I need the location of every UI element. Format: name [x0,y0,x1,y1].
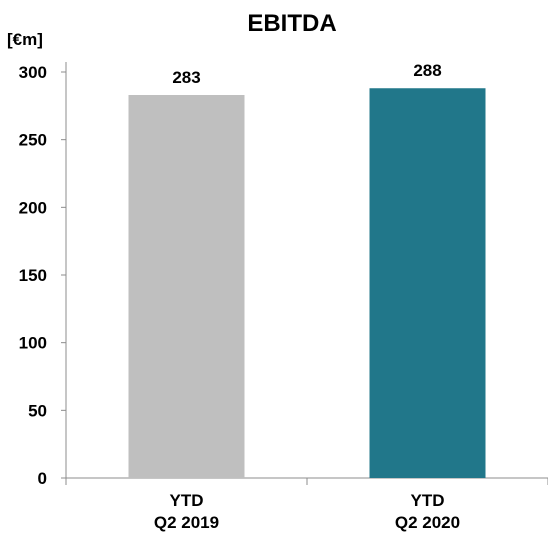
y-tick-label: 150 [19,266,47,285]
chart-title: EBITDA [247,10,336,37]
y-tick-label: 300 [19,63,47,82]
y-axis-unit-label: [€m] [7,30,43,49]
bar-1 [128,95,245,479]
data-labels: 283 288 [172,61,441,87]
bars [128,88,486,479]
x-category-label: Q2 2019 [154,513,219,532]
y-tick-label: 100 [19,334,47,353]
bar-2 [369,88,486,479]
y-tick-label: 250 [19,131,47,150]
x-category-label: YTD [170,491,204,510]
x-category-label: YTD [411,491,445,510]
bar-value-label: 288 [413,61,441,80]
y-axis: 0 50 100 150 200 250 300 [19,62,67,488]
y-tick-label: 0 [38,469,47,488]
bar-value-label: 283 [172,68,200,87]
y-tick-label: 50 [28,401,47,420]
x-category-label: Q2 2020 [395,513,460,532]
y-tick-label: 200 [19,198,47,217]
x-axis: YTD Q2 2019 YTD Q2 2020 [65,477,548,532]
